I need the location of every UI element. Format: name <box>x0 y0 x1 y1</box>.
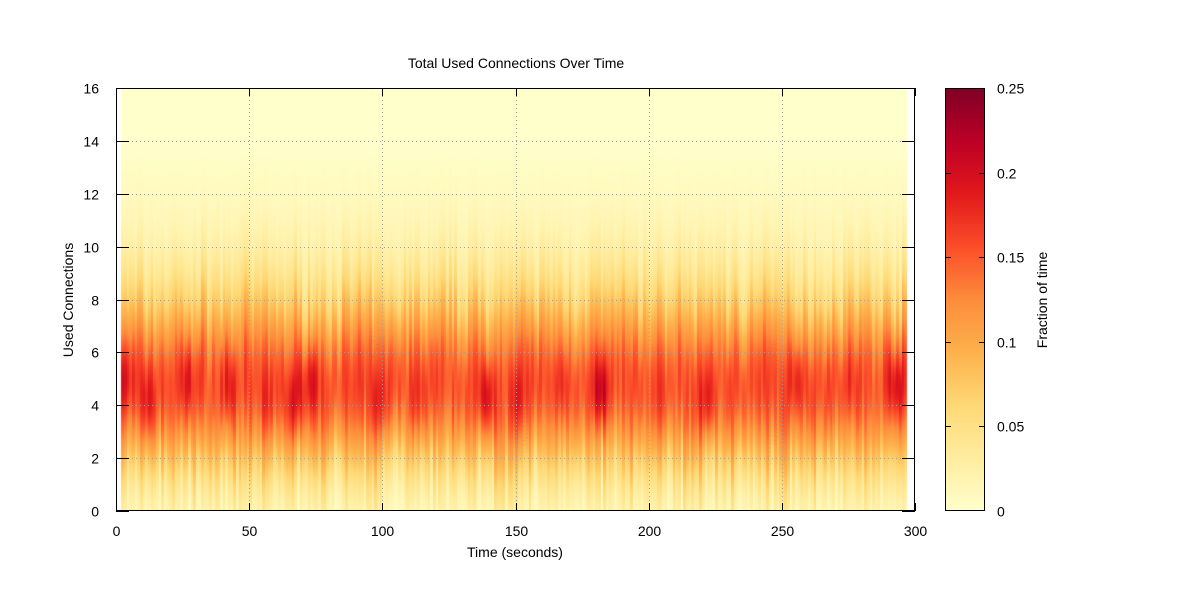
colorbar-label: Fraction of time <box>1034 252 1050 349</box>
x-tick-label: 150 <box>505 523 529 539</box>
x-tick-label: 250 <box>771 523 795 539</box>
colorbar-tick-label: 0.15 <box>997 250 1024 266</box>
x-tick-label: 100 <box>371 523 395 539</box>
y-tick-label: 2 <box>91 451 99 467</box>
colorbar-tick-label: 0.05 <box>997 419 1024 435</box>
y-tick-label: 6 <box>91 345 99 361</box>
grid-lines <box>116 88 915 511</box>
colorbar-axis: 0 0.05 0.1 0.15 0.2 0.25 <box>945 81 1024 520</box>
colorbar-tick-label: 0.1 <box>997 335 1017 351</box>
x-axis: 0 50 100 150 200 250 300 <box>113 88 928 539</box>
chart-title: Total Used Connections Over Time <box>407 55 625 71</box>
colorbar <box>945 88 985 511</box>
x-tick-label: 0 <box>113 523 121 539</box>
x-tick-label: 50 <box>242 523 258 539</box>
y-tick-label: 16 <box>83 81 99 97</box>
y-tick-label: 12 <box>83 187 99 203</box>
plot-frame <box>116 88 915 511</box>
y-axis-label: Used Connections <box>60 243 76 357</box>
y-axis: 0 2 4 6 8 10 12 14 16 <box>83 81 915 520</box>
y-tick-label: 8 <box>91 293 99 309</box>
x-tick-label: 300 <box>904 523 928 539</box>
y-tick-label: 4 <box>91 398 99 414</box>
x-axis-label: Time (seconds) <box>467 544 563 560</box>
colorbar-tick-label: 0 <box>997 504 1005 520</box>
colorbar-tick-label: 0.2 <box>997 166 1017 182</box>
colorbar-tick-label: 0.25 <box>997 81 1024 97</box>
y-tick-label: 0 <box>91 504 99 520</box>
y-tick-label: 14 <box>83 134 99 150</box>
y-tick-label: 10 <box>83 240 99 256</box>
colorbar-frame <box>945 88 985 511</box>
x-tick-label: 200 <box>638 523 662 539</box>
